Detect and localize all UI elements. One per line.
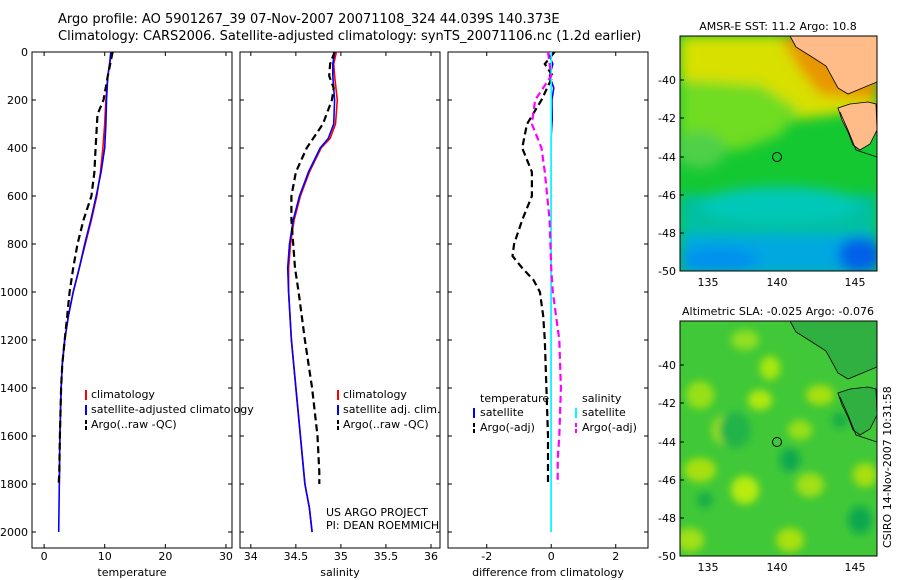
sla-ytick-label: -44	[658, 436, 676, 449]
sst-land-tasmania	[837, 101, 877, 151]
y-tick-label: 1600	[0, 430, 28, 443]
sst-land-australia	[789, 36, 877, 95]
x-tick-label: 0	[41, 550, 48, 563]
sst-ytick-label: -48	[658, 227, 676, 240]
sla-land-tasmania	[837, 386, 877, 436]
x-tick-label: 10	[98, 550, 112, 563]
x-tick-label: 30	[219, 550, 233, 563]
sst-ytick-label: -46	[658, 189, 676, 202]
sla-ytick-label: -50	[658, 550, 676, 563]
legend-entry: satellite-adjusted climatology	[91, 403, 254, 416]
y-tick-label: 1200	[0, 334, 28, 347]
project-annotation: US ARGO PROJECT	[326, 506, 428, 519]
sla-map-panel: Altimetric SLA: -0.025 Argo: -0.076 -40 …	[658, 305, 878, 574]
sst-argo-location-marker	[772, 152, 782, 162]
profile-panel-1: 0 10 20 30 temperature 0 200 400 600 800 1000 1200 1…	[0, 46, 254, 579]
x-axis-label: salinity	[320, 566, 360, 579]
figure-title-line-2: Climatology: CARS2006. Satellite-adjuste…	[58, 29, 642, 44]
sla-ytick-label: -42	[658, 397, 676, 410]
sla-map-title: Altimetric SLA: -0.025 Argo: -0.076	[682, 305, 874, 318]
sla-xtick-label: 145	[845, 561, 866, 574]
panel-frame	[447, 51, 649, 549]
legend-entry: satellite	[480, 406, 524, 419]
sla-ytick-label: -48	[658, 512, 676, 525]
y-tick-label: 200	[7, 94, 28, 107]
sst-map-x-ticks: 135 140 145	[698, 276, 866, 289]
y-tick-label: 800	[7, 238, 28, 251]
project-annotation: PI: DEAN ROEMMICH	[326, 519, 439, 532]
y-tick-label: 0	[21, 46, 28, 59]
sla-xtick-label: 140	[767, 561, 788, 574]
x-tick-label: 2	[612, 550, 619, 563]
series-line-3-4	[530, 51, 563, 484]
x-axis-label: difference from climatology	[472, 566, 624, 579]
series-line-2-2	[286, 51, 336, 533]
sst-map-panel: AMSR-E SST: 11.2 Argo: 10.8 -40 -42 -44 …	[658, 20, 878, 289]
panel-frame	[239, 51, 441, 549]
sst-ytick-label: -42	[658, 112, 676, 125]
sst-xtick-label: 135	[698, 276, 719, 289]
sla-map-y-ticks: -40 -42 -44 -46 -48 -50	[658, 359, 684, 563]
series-line-1-2	[57, 51, 112, 533]
x-tick-label: 20	[158, 550, 172, 563]
sst-xtick-label: 140	[767, 276, 788, 289]
sst-xtick-label: 145	[845, 276, 866, 289]
sst-ytick-label: -40	[658, 74, 676, 87]
sla-xtick-label: 135	[698, 561, 719, 574]
series-line-2-1	[287, 51, 339, 533]
x-tick-label: 35.5	[374, 550, 399, 563]
profile-panels: 0 10 20 30temperature0200400600800100012001…	[0, 46, 649, 579]
sla-map-x-ticks: 135 140 145	[698, 561, 866, 574]
y-tick-label: 600	[7, 190, 28, 203]
series-line-3-2	[511, 51, 556, 484]
sst-ytick-label: -44	[658, 151, 676, 164]
x-axis-label: temperature	[97, 566, 166, 579]
legend-entry: Argo(..raw -QC)	[343, 418, 429, 431]
sla-land-australia	[789, 321, 877, 380]
sla-ytick-label: -46	[658, 474, 676, 487]
x-tick-label: -2	[481, 550, 492, 563]
legend-title-temperature: temperature	[480, 392, 549, 405]
x-tick-label: 35	[334, 550, 348, 563]
profile-panel-2: 34 34.5 35 35.5 36 salinity climatology satelli…	[239, 51, 441, 579]
series-line-2-3	[290, 51, 336, 484]
legend-entry: Argo(-adj)	[480, 421, 535, 434]
y-tick-label: 1400	[0, 382, 28, 395]
y-tick-label: 1000	[0, 286, 28, 299]
sla-ytick-label: -40	[658, 359, 676, 372]
y-tick-label: 2000	[0, 526, 28, 539]
sst-map-title: AMSR-E SST: 11.2 Argo: 10.8	[699, 20, 857, 33]
legend-title-salinity: salinity	[582, 392, 622, 405]
y-tick-label: 400	[7, 142, 28, 155]
legend-entry: climatology	[343, 388, 407, 401]
legend-entry: satellite	[582, 406, 626, 419]
x-tick-label: 0	[548, 550, 555, 563]
profile-panel-3: -2 0 2 difference from climatology temperatu…	[447, 51, 649, 579]
x-tick-label: 34	[244, 550, 258, 563]
panel-frame	[31, 51, 233, 549]
x-tick-label: 36	[424, 550, 438, 563]
legend-entry: climatology	[91, 388, 155, 401]
legend-entry: Argo(..raw -QC)	[91, 418, 177, 431]
figure-title-line-1: Argo profile: AO 5901267_39 07-Nov-2007 …	[58, 12, 560, 27]
legend-entry: Argo(-adj)	[582, 421, 637, 434]
y-tick-label: 1800	[0, 478, 28, 491]
sst-map-y-ticks: -40 -42 -44 -46 -48 -50	[658, 74, 684, 278]
x-tick-label: 34.5	[284, 550, 309, 563]
legend-entry: satellite adj. clim.	[343, 403, 440, 416]
sst-ytick-label: -50	[658, 265, 676, 278]
sla-argo-location-marker	[772, 437, 782, 447]
